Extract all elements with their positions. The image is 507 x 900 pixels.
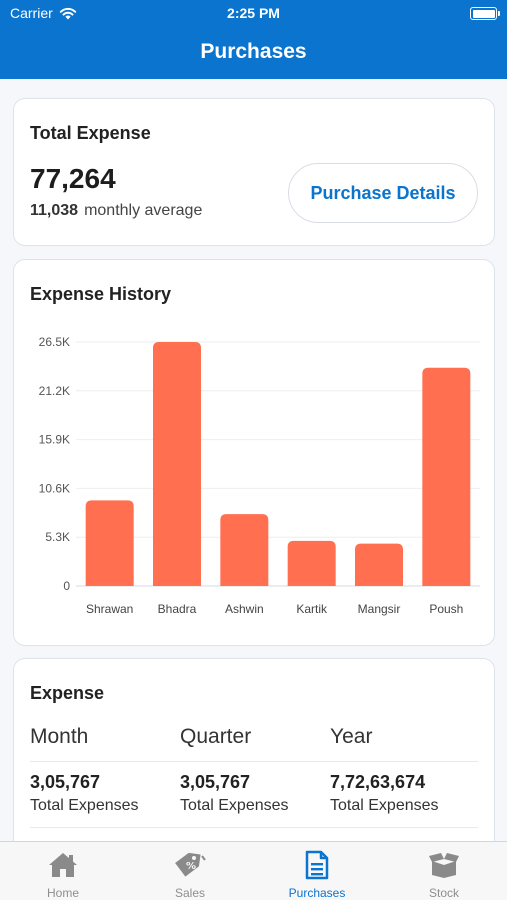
y-tick-label: 10.6K: [39, 481, 70, 495]
column-value: 3,05,767: [30, 772, 101, 792]
page-title: Purchases: [200, 40, 307, 63]
tab-bar: Home % Sales Purchases: [0, 841, 507, 900]
column-caption: Total Expenses: [180, 797, 289, 814]
expense-history-title: Expense History: [30, 284, 172, 304]
column-value: 3,05,767: [180, 772, 251, 792]
carrier-label: Carrier: [10, 5, 53, 21]
wifi-icon: [59, 7, 76, 19]
column-header: Month: [30, 725, 89, 748]
y-tick-label: 5.3K: [45, 530, 70, 544]
tab-purchases[interactable]: Purchases: [254, 842, 380, 900]
battery-icon: [470, 7, 500, 20]
home-icon: [47, 850, 79, 880]
bar-kartik[interactable]: [287, 540, 336, 586]
y-tick-label: 15.9K: [39, 433, 70, 447]
column-caption: Total Expenses: [30, 797, 139, 814]
expense-history-chart: 0 5.3K 10.6K 15.9K 21.2K 26.5K Shrawan Bhadra As…: [39, 335, 480, 616]
tab-label: Stock: [428, 886, 459, 900]
monthly-average-value: 11,038: [30, 202, 79, 219]
expense-column-year: Year 7,72,63,674 Total Expenses: [330, 725, 480, 815]
tab-label: Sales: [174, 886, 206, 900]
monthly-average: 11,038 monthly average: [30, 202, 202, 220]
total-expense-value: 77,264: [30, 163, 116, 194]
bar-poush[interactable]: [422, 367, 471, 586]
document-icon: [304, 850, 330, 880]
bar-bhadra[interactable]: [153, 342, 201, 586]
x-tick-label: Bhadra: [158, 602, 197, 616]
status-bar: Carrier 2:25 PM: [0, 0, 507, 28]
tab-home[interactable]: Home: [0, 842, 126, 900]
divider: [30, 761, 478, 762]
tab-stock[interactable]: Stock: [381, 842, 507, 900]
bar-ashwin[interactable]: [220, 514, 269, 586]
total-expense-card: Total Expense 77,264 11,038 monthly avera…: [13, 98, 495, 246]
divider: [30, 827, 478, 828]
tab-sales[interactable]: % Sales: [127, 842, 253, 900]
expense-title: Expense: [30, 683, 105, 703]
bar-mangsir[interactable]: [355, 543, 403, 586]
x-tick-label: Kartik: [296, 602, 328, 616]
y-tick-label: 0: [63, 579, 70, 593]
y-tick-label: 26.5K: [39, 335, 70, 349]
x-tick-label: Poush: [429, 602, 463, 616]
column-value: 7,72,63,674: [330, 772, 426, 792]
purchase-details-button[interactable]: Purchase Details: [288, 163, 478, 223]
expense-column-month: Month 3,05,767 Total Expenses: [30, 725, 180, 815]
column-caption: Total Expenses: [330, 797, 439, 814]
svg-text:%: %: [186, 861, 196, 872]
tags-icon: %: [173, 850, 207, 880]
expense-column-quarter: Quarter 3,05,767 Total Expenses: [180, 725, 330, 815]
x-tick-label: Mangsir: [358, 602, 401, 616]
box-icon: [427, 850, 461, 880]
app-header: Carrier 2:25 PM Purchases: [0, 0, 507, 79]
expense-summary-card: Expense Month 3,05,767 Total Expenses Qu…: [13, 658, 495, 858]
column-header: Quarter: [180, 725, 252, 748]
carrier-indicator: Carrier: [10, 5, 77, 21]
y-tick-label: 21.2K: [39, 384, 70, 398]
status-time: 2:25 PM: [227, 5, 280, 21]
column-header: Year: [330, 725, 373, 748]
x-tick-label: Shrawan: [86, 602, 133, 616]
expense-history-card: Expense History 0 5.3K 10.6K 15.9K 21.2K 26.5…: [13, 259, 495, 646]
bar-shrawan[interactable]: [85, 500, 134, 586]
tab-label: Purchases: [288, 886, 346, 900]
tab-label: Home: [46, 886, 79, 900]
monthly-average-label: monthly average: [84, 202, 203, 219]
x-tick-label: Ashwin: [225, 602, 264, 616]
total-expense-title: Total Expense: [30, 123, 151, 143]
